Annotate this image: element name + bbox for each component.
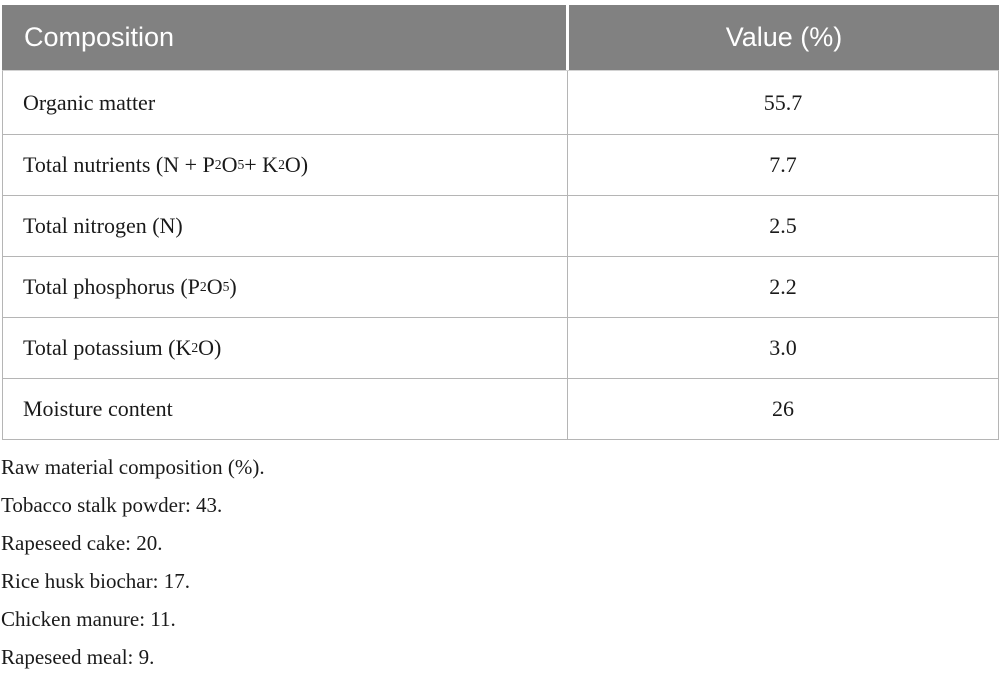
label-text: + K	[244, 152, 279, 177]
row-label: Total phosphorus (P 2 O 5)	[3, 257, 568, 317]
row-label: Organic matter	[3, 71, 568, 134]
label-text: Total potassium (K	[23, 335, 192, 360]
label-text: O	[221, 152, 238, 177]
table-row-total-nitrogen: Total nitrogen (N) 2.5	[3, 196, 998, 257]
label-text: )	[229, 274, 237, 299]
footnote-rice-husk-biochar: Rice husk biochar: 17.	[1, 569, 190, 593]
label-text: O	[206, 274, 223, 299]
row-label: Moisture content	[3, 379, 568, 439]
footnote-rapeseed-meal: Rapeseed meal: 9.	[1, 645, 155, 669]
table-header-row: Composition Value (%)	[2, 5, 999, 70]
row-label: Total nitrogen (N)	[3, 196, 568, 256]
label-text: O)	[284, 152, 309, 177]
label-text: Total nutrients (N + P	[23, 152, 215, 177]
table-body: Organic matter 55.7 Total nutrients (N +…	[2, 70, 999, 440]
table-row-total-potassium: Total potassium (K 2 O) 3.0	[3, 318, 998, 379]
row-value: 2.5	[769, 213, 797, 238]
row-value: 26	[772, 396, 794, 421]
label-text: Total phosphorus (P	[23, 274, 200, 299]
label-text: O)	[198, 335, 222, 360]
footnote-raw-material: Raw material composition (%).	[1, 455, 265, 479]
table-row-total-phosphorus: Total phosphorus (P 2 O 5) 2.2	[3, 257, 998, 318]
row-label: Total potassium (K 2 O)	[3, 318, 568, 378]
row-value: 55.7	[763, 89, 803, 115]
column-header-value: Value (%)	[569, 5, 999, 70]
footnote-rapeseed-cake: Rapeseed cake: 20.	[1, 531, 163, 555]
row-value: 3.0	[769, 335, 797, 360]
composition-table: Composition Value (%) Organic matter 55.…	[2, 5, 999, 440]
table-row-moisture-content: Moisture content 26	[3, 379, 998, 440]
column-header-composition: Composition	[2, 5, 566, 70]
table-row-organic-matter: Organic matter 55.7	[3, 71, 998, 135]
footnote-tobacco-stalk-powder: Tobacco stalk powder: 43.	[1, 493, 223, 517]
row-value: 2.2	[769, 274, 797, 299]
row-value: 7.7	[769, 152, 797, 177]
table-footnotes: Raw material composition (%). Tobacco st…	[1, 448, 265, 676]
footnote-chicken-manure: Chicken manure: 11.	[1, 607, 176, 631]
